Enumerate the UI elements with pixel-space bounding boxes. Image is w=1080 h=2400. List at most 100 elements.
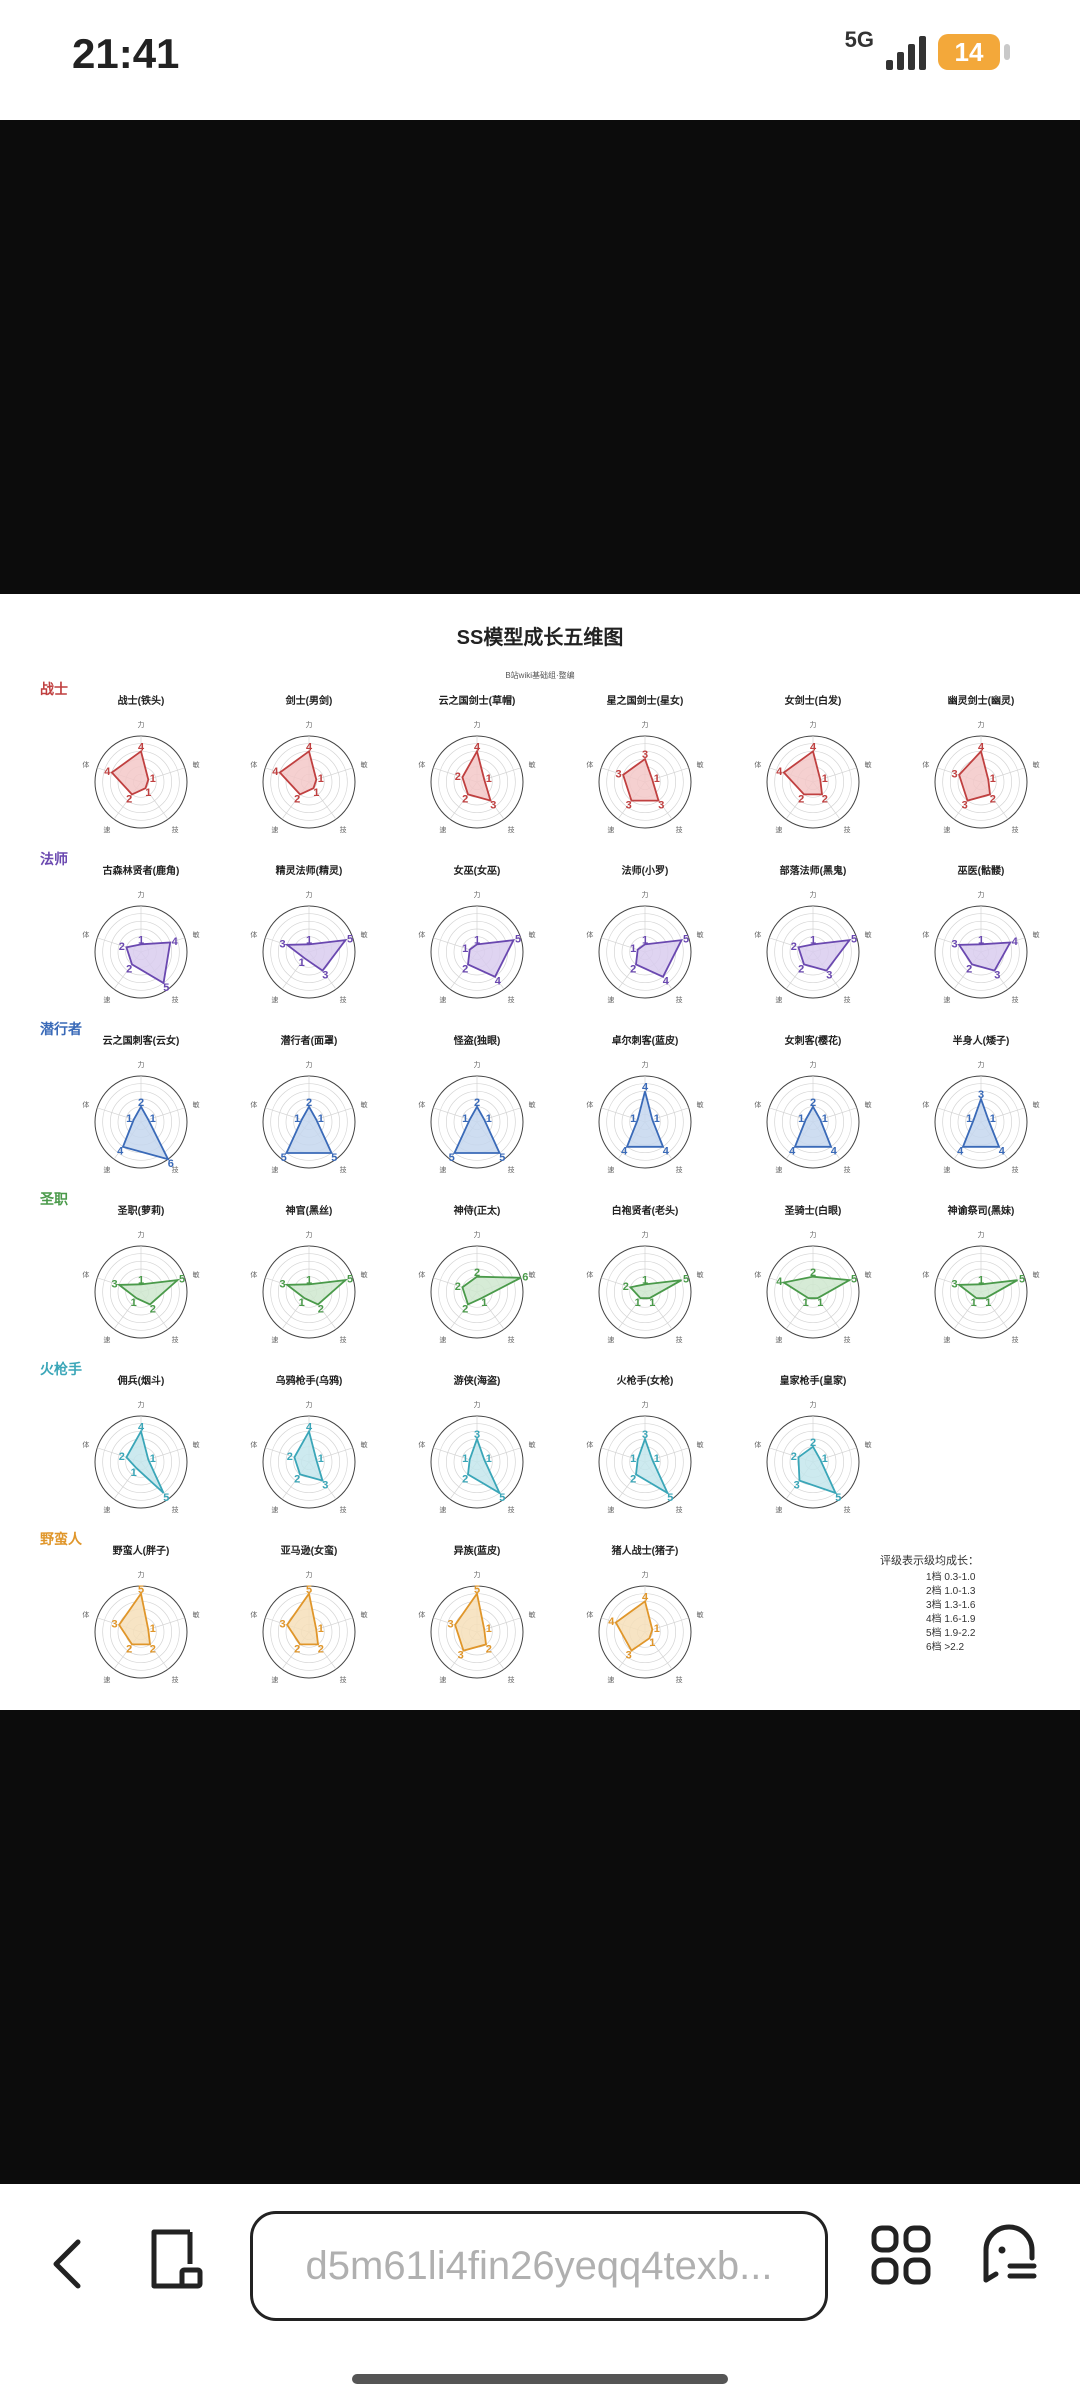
axis-label: 速: [439, 1506, 446, 1514]
axis-label: 力: [642, 890, 649, 899]
stat-value: 1: [654, 1453, 660, 1465]
axis-label: 速: [607, 1676, 614, 1684]
stat-value: 1: [474, 935, 480, 947]
stat-value: 3: [951, 768, 957, 780]
stat-polygon: [797, 939, 852, 972]
stat-value: 2: [126, 963, 132, 975]
stat-polygon: [461, 1275, 522, 1306]
axis-label: 敏: [193, 1270, 200, 1279]
radar-chart: 圣职(萝莉) 力敏技 速 体 1 5 2 1 3: [82, 1204, 199, 1344]
axis-label: 敏: [529, 1440, 536, 1449]
axis-label: 速: [607, 1506, 614, 1514]
apps-grid-icon[interactable]: [870, 2224, 932, 2286]
stat-value: 4: [642, 1082, 649, 1094]
stat-value: 2: [119, 1451, 125, 1463]
unit-name: 女刺客(樱花): [785, 1034, 842, 1047]
stat-polygon: [286, 1591, 320, 1646]
stat-value: 3: [951, 938, 957, 950]
axis-label: 敏: [529, 1610, 536, 1619]
axis-label: 敏: [1033, 1270, 1040, 1279]
address-text: d5m61li4fin26yeqq4texb...: [305, 2243, 773, 2288]
axis-label: 敏: [361, 1610, 368, 1619]
stat-value: 1: [126, 1113, 132, 1125]
stat-value: 4: [272, 766, 279, 778]
axis-label: 敏: [529, 1100, 536, 1109]
unit-name: 亚马逊(女蛮): [281, 1544, 338, 1557]
axis-label: 力: [306, 890, 313, 899]
stat-value: 3: [658, 799, 664, 811]
axis-label: 技: [676, 995, 683, 1004]
legend-line-3: 3档 1.3-1.6: [926, 1598, 976, 1611]
axis-label: 力: [138, 1230, 145, 1239]
incognito-ghost-icon[interactable]: [980, 2222, 1038, 2286]
axis-label: 敏: [697, 760, 704, 769]
axis-label: 力: [642, 1570, 649, 1579]
unit-name: 星之国剑士(星女): [607, 694, 684, 707]
axis-label: 技: [676, 1335, 683, 1344]
stat-value: 4: [138, 1422, 145, 1434]
stat-value: 5: [163, 982, 169, 994]
unit-name: 剑士(男剑): [285, 694, 333, 707]
status-bar: 21:41 5G 14: [0, 0, 1080, 120]
unit-name: 潜行者(面罩): [281, 1034, 338, 1047]
axis-label: 技: [172, 1335, 179, 1344]
stat-value: 2: [486, 1643, 492, 1655]
stat-value: 1: [654, 773, 660, 785]
stat-polygon: [797, 1445, 838, 1495]
stat-value: 2: [455, 1281, 461, 1293]
image-viewer[interactable]: SS模型成长五维图 B站wiki基础组·整编 评级表示级均成长： 1档 0.3-…: [0, 594, 1080, 1710]
radar-chart: 巫医(骷髅) 力敏技 速 体 1 4 3 2 3: [922, 864, 1039, 1004]
radar-chart: 怪盗(独眼) 力敏技 速 体 21 5 5 1: [418, 1034, 535, 1174]
axis-label: 体: [754, 930, 761, 939]
stat-value: 2: [294, 1473, 300, 1485]
radar-chart: 野蛮人(胖子) 力敏技 速 体 5 1 2 2 3: [82, 1544, 199, 1684]
stat-value: 1: [630, 1113, 636, 1125]
stat-polygon: [118, 1591, 152, 1646]
radar-chart: 神官(黑丝) 力敏技 速 体 1 5 2 1 3: [250, 1204, 367, 1344]
unit-name: 乌鸦枪手(乌鸦): [276, 1374, 343, 1387]
stat-value: 3: [642, 749, 648, 761]
address-bar[interactable]: d5m61li4fin26yeqq4texb...: [250, 2211, 828, 2321]
browser-toolbar: d5m61li4fin26yeqq4texb...: [0, 2184, 1080, 2400]
stat-value: 2: [966, 963, 972, 975]
stat-polygon: [622, 757, 660, 802]
radar-chart: 战士(铁头) 力敏技 速 体 4 1 1 2 4: [82, 694, 199, 834]
stat-polygon: [628, 1279, 682, 1300]
axis-label: 体: [586, 930, 593, 939]
radar-chart: 卓尔刺客(蓝皮) 力敏技 速 体 4 1 4 4 1: [586, 1034, 703, 1174]
class-label: 法师: [40, 851, 68, 867]
stat-value: 1: [649, 1637, 655, 1649]
axis-label: 技: [676, 1165, 683, 1174]
axis-label: 敏: [697, 1100, 704, 1109]
axis-label: 敏: [865, 930, 872, 939]
class-label: 潜行者: [40, 1021, 82, 1037]
back-arrow-icon[interactable]: [48, 2234, 88, 2294]
home-indicator[interactable]: [352, 2374, 728, 2384]
axis-label: 敏: [529, 1270, 536, 1279]
network-type: 5G: [844, 27, 874, 52]
axis-label: 体: [418, 1610, 425, 1619]
radar-chart: 潜行者(面罩) 力敏技 速 体 21 5 5 1: [250, 1034, 367, 1174]
axis-label: 速: [439, 1166, 446, 1174]
axis-label: 敏: [361, 1100, 368, 1109]
axis-label: 敏: [697, 1270, 704, 1279]
radar-chart: 火枪手(女枪) 力敏技 速 体 31 5 2 1: [586, 1374, 703, 1514]
axis-label: 力: [474, 1400, 481, 1409]
axis-label: 力: [642, 1230, 649, 1239]
stat-value: 5: [281, 1152, 287, 1164]
axis-label: 速: [103, 996, 110, 1004]
stat-value: 4: [1012, 936, 1019, 948]
stat-value: 3: [794, 1479, 800, 1491]
axis-label: 技: [1012, 1335, 1019, 1344]
class-label: 战士: [40, 681, 68, 697]
stat-value: 5: [683, 1274, 689, 1286]
axis-label: 体: [250, 1610, 257, 1619]
axis-label: 力: [474, 1060, 481, 1069]
stat-value: 1: [985, 1297, 991, 1309]
stat-value: 1: [299, 957, 305, 969]
tab-switch-icon[interactable]: [146, 2224, 210, 2294]
legend-title: 评级表示级均成长：: [880, 1553, 979, 1567]
axis-label: 技: [172, 1165, 179, 1174]
stat-value: 1: [486, 1453, 492, 1465]
